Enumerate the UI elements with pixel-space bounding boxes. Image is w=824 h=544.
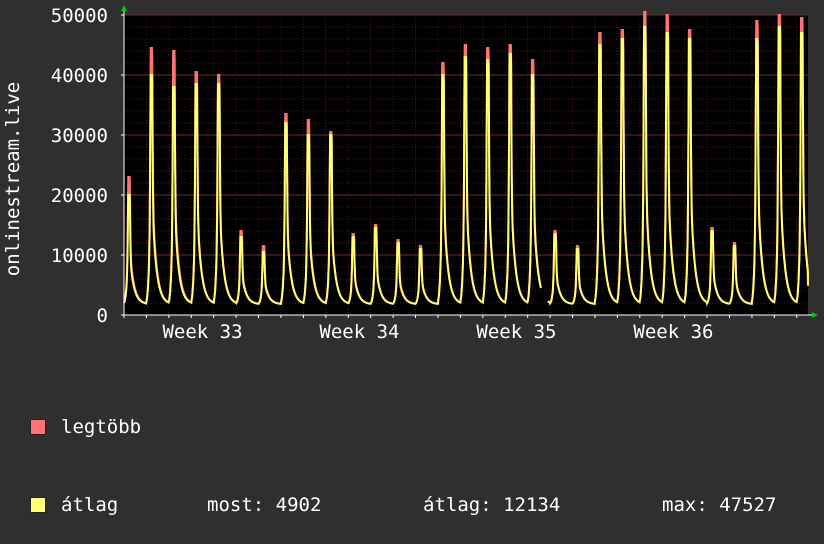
legend-swatch-max <box>30 419 46 435</box>
y-tick-label: 20000 <box>51 185 108 207</box>
legend: legtöbb átlag most: 4902 átlag: 12134 ma… <box>30 362 776 544</box>
x-tick-label: Week 33 <box>162 321 242 343</box>
stat-max: max: 47527 <box>662 494 777 516</box>
x-tick-label: Week 36 <box>633 321 713 343</box>
series-layer <box>123 11 809 306</box>
legend-item-avg: átlag most: 4902 átlag: 12134 max: 47527 <box>30 492 776 518</box>
y-tick-label: 10000 <box>51 245 108 267</box>
legend-label-max: legtöbb <box>61 416 142 438</box>
legend-label-avg: átlag <box>61 494 119 516</box>
tick-labels: 0 10000 20000 30000 40000 50000 Week 33 Week 34… <box>51 5 714 343</box>
stat-now: most: 4902 <box>207 494 322 516</box>
y-tick-label: 40000 <box>51 65 108 87</box>
y-tick-label: 30000 <box>51 125 108 147</box>
y-tick-label: 50000 <box>51 5 108 27</box>
legend-item-max: legtöbb <box>30 414 141 440</box>
y-axis-arrow-icon <box>121 5 127 11</box>
legend-swatch-avg <box>30 497 46 513</box>
y-tick-label: 0 <box>97 305 108 327</box>
x-tick-label: Week 34 <box>319 321 399 343</box>
x-tick-label: Week 35 <box>476 321 556 343</box>
axes <box>121 5 818 318</box>
series-line-avg <box>547 26 809 306</box>
y-axis-label: onlinestream.live <box>2 82 24 276</box>
x-axis-arrow-icon <box>812 312 818 318</box>
stat-average: átlag: 12134 <box>423 494 561 516</box>
series-line-avg <box>123 53 542 306</box>
chart: 0 10000 20000 30000 40000 50000 Week 33 Week 34… <box>2 5 818 343</box>
